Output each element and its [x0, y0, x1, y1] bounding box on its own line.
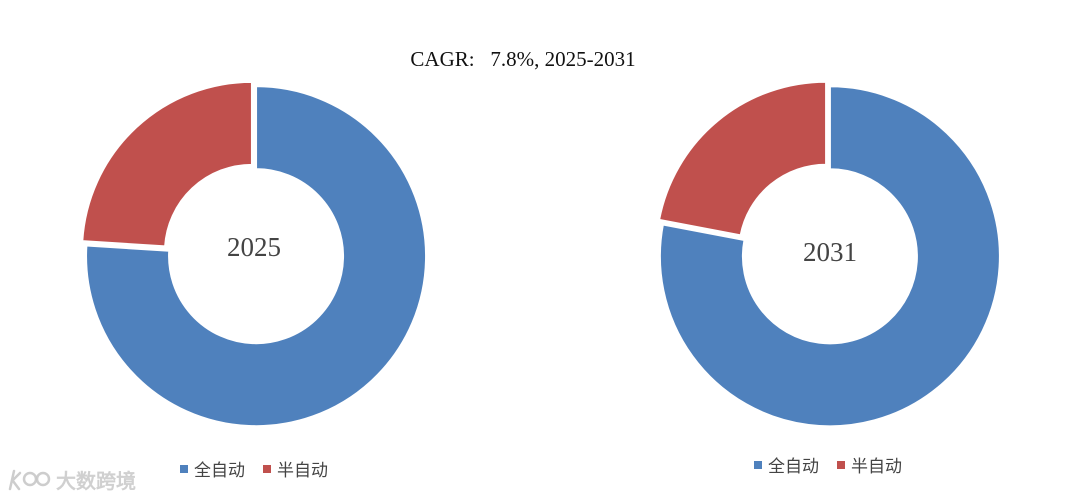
- legend-2025: 全自动 半自动: [180, 456, 328, 481]
- legend-swatch-semi-auto: [837, 460, 845, 469]
- legend-item-full-auto: 全自动: [754, 452, 819, 477]
- donut-chart-2025: [81, 80, 428, 428]
- slice-semi-auto: [657, 80, 828, 237]
- slice-full-auto: [658, 85, 1001, 428]
- legend-2031: 全自动 半自动: [754, 452, 902, 477]
- center-label-2025: 2025: [227, 232, 281, 262]
- legend-label-full-auto: 全自动: [194, 461, 245, 481]
- legend-label-full-auto: 全自动: [768, 457, 819, 477]
- legend-label-semi-auto: 半自动: [277, 461, 328, 481]
- slice-semi-auto: [81, 80, 253, 248]
- center-label-2031: 2031: [803, 237, 857, 267]
- k-logo-icon: [8, 469, 51, 490]
- legend-swatch-semi-auto: [263, 464, 271, 473]
- legend-swatch-full-auto: [180, 464, 188, 473]
- legend-swatch-full-auto: [754, 460, 762, 469]
- donut-chart-2031: [657, 80, 1001, 428]
- legend-item-full-auto: 全自动: [180, 456, 245, 481]
- legend-item-semi-auto: 半自动: [837, 452, 902, 477]
- chart-title: CAGR: 7.8%, 2025-2031: [410, 47, 636, 71]
- watermark-text: 大数跨境: [56, 469, 136, 493]
- legend-item-semi-auto: 半自动: [263, 456, 328, 481]
- watermark: 大数跨境: [6, 465, 136, 494]
- slice-full-auto: [85, 85, 428, 428]
- legend-label-semi-auto: 半自动: [851, 457, 902, 477]
